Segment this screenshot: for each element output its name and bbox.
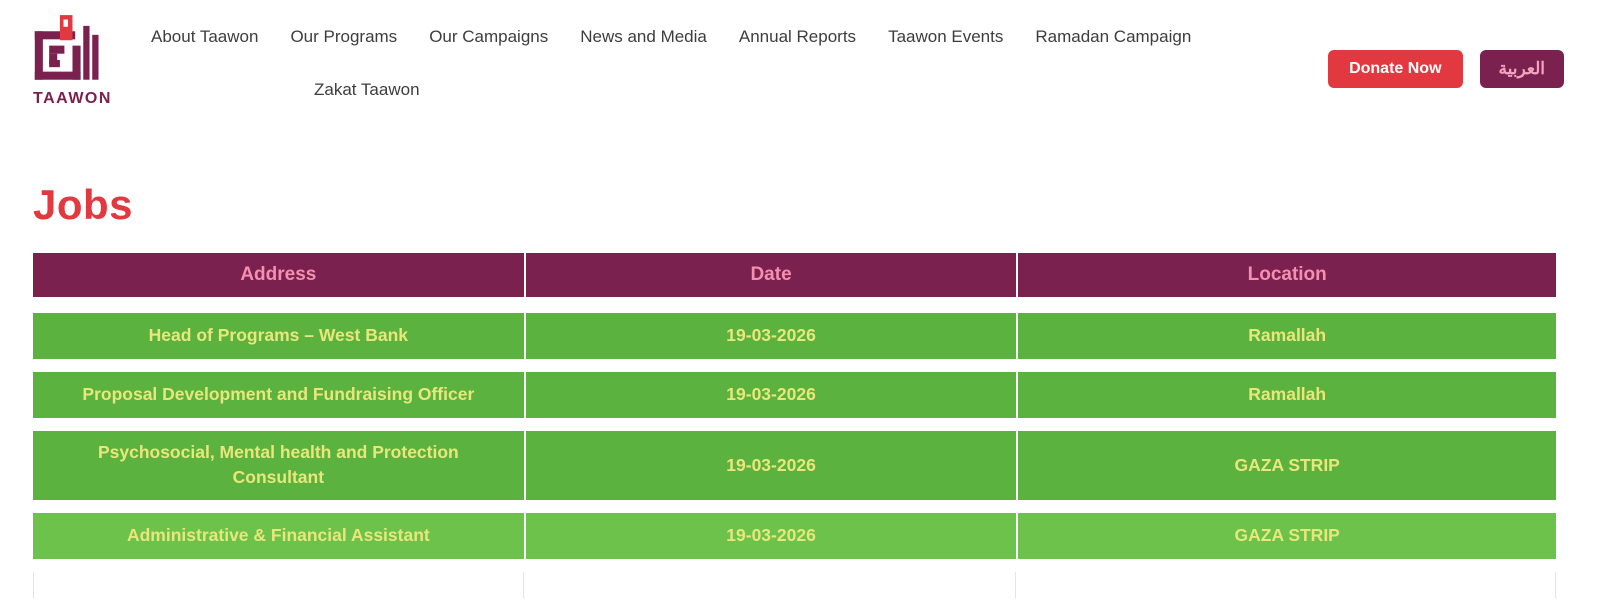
job-location-cell: GAZA STRIP — [1018, 431, 1556, 500]
job-row-administrative-financial-assistant[interactable]: Administrative & Financial Assistant 19-… — [33, 512, 1556, 559]
job-location-cell: Ramallah — [1018, 313, 1556, 359]
nav-item-our-programs[interactable]: Our Programs — [290, 27, 398, 46]
job-row-proposal-development-officer[interactable]: Proposal Development and Fundraising Off… — [33, 372, 1556, 418]
job-address-cell[interactable]: Administrative & Financial Assistant — [33, 512, 524, 559]
nav-row-1: About Taawon Our Programs Our Campaigns … — [151, 27, 1328, 47]
nav-row-2: Zakat Taawon — [151, 80, 1328, 100]
job-address-cell[interactable]: Proposal Development and Fundraising Off… — [33, 372, 524, 418]
site-header: TAAWON About Taawon Our Programs Our Cam… — [0, 0, 1600, 140]
header-cell-address: Address — [33, 253, 524, 297]
nav-item-ramadan-campaign[interactable]: Ramadan Campaign — [1035, 27, 1192, 46]
job-date-cell: 19-03-2026 — [525, 512, 1017, 559]
job-location-cell: Ramallah — [1018, 372, 1556, 418]
nav-item-taawon-events[interactable]: Taawon Events — [888, 27, 1004, 46]
job-date-cell: 19-03-2026 — [525, 372, 1017, 418]
logo-wordmark: TAAWON — [33, 90, 112, 107]
job-address-cell[interactable]: Head of Programs – West Bank — [33, 313, 524, 359]
job-date-cell: 19-03-2026 — [525, 431, 1017, 500]
arabic-language-button[interactable]: العربية — [1479, 50, 1564, 88]
page-title: Jobs — [33, 181, 134, 228]
job-location-cell: GAZA STRIP — [1018, 512, 1556, 559]
nav-item-news-and-media[interactable]: News and Media — [580, 27, 707, 46]
jobs-table-header-row: Address Date Location — [33, 253, 1556, 297]
header-cell-location: Location — [1018, 253, 1556, 297]
nav-item-annual-reports[interactable]: Annual Reports — [738, 27, 857, 46]
taawon-logo[interactable]: TAAWON — [33, 14, 112, 108]
nav-item-about-taawon[interactable]: About Taawon — [151, 27, 259, 46]
jobs-table: Address Date Location Head of Programs –… — [33, 253, 1556, 598]
donate-now-button[interactable]: Donate Now — [1328, 50, 1463, 88]
nav-item-zakat-taawon[interactable]: Zakat Taawon — [314, 80, 420, 99]
header-actions: Donate Now العربية — [1328, 14, 1564, 88]
job-date-cell: 19-03-2026 — [525, 313, 1017, 359]
nav-item-our-campaigns[interactable]: Our Campaigns — [429, 27, 549, 46]
job-address-cell[interactable]: Psychosocial, Mental health and Protecti… — [33, 431, 524, 500]
taawon-kufic-logo-icon — [33, 14, 103, 88]
header-cell-date: Date — [525, 253, 1017, 297]
jobs-table-next-row-partial — [33, 571, 1556, 598]
jobs-page: Jobs Address Date Location Head of Progr… — [0, 182, 1600, 598]
main-nav: About Taawon Our Programs Our Campaigns … — [151, 14, 1328, 100]
job-row-psychosocial-consultant[interactable]: Psychosocial, Mental health and Protecti… — [33, 431, 1556, 500]
job-row-head-of-programs[interactable]: Head of Programs – West Bank 19-03-2026 … — [33, 313, 1556, 359]
